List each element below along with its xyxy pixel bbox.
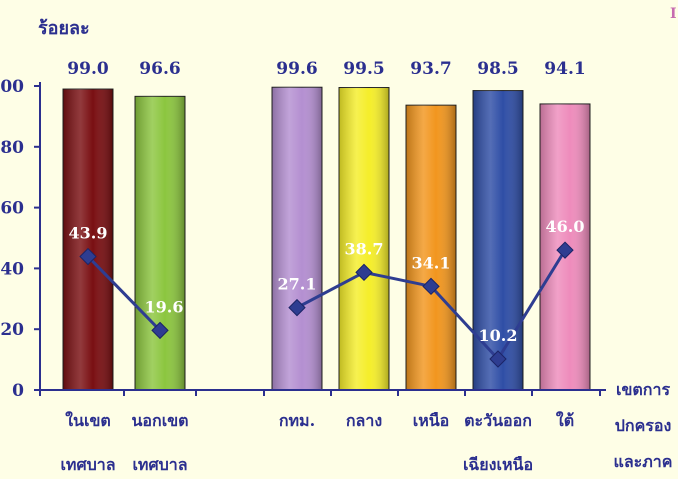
series-line <box>86 255 162 332</box>
line-point <box>489 350 507 368</box>
x-category-label: กทม. <box>279 411 315 430</box>
y-tick-label: 80 <box>0 138 24 158</box>
x-category-label: ใต้ <box>556 411 574 430</box>
y-tick-label: 40 <box>0 259 24 279</box>
line-point <box>556 241 574 259</box>
line-value-label: 38.7 <box>345 239 384 258</box>
line-value-label: 27.1 <box>278 275 317 294</box>
x-category-label: นอกเขต <box>131 411 188 430</box>
bar-value-label: 99.5 <box>343 59 384 79</box>
bar-value-label: 93.7 <box>410 59 451 79</box>
bar-value-label: 94.1 <box>544 59 585 79</box>
y-tick-label: 100 <box>0 77 24 97</box>
x-axis-title: เขตการ <box>616 380 670 399</box>
y-tick-label: 60 <box>0 199 24 219</box>
line-value-label: 46.0 <box>546 217 585 236</box>
line-series <box>79 241 574 368</box>
x-axis-title: และภาค <box>614 452 673 471</box>
y-tick-label: 20 <box>0 320 24 340</box>
corner-mark: I <box>670 6 677 22</box>
axes: 0 20 40 60 80 100 <box>0 77 606 401</box>
line-value-label: 19.6 <box>145 297 184 316</box>
bar-shading <box>63 89 113 390</box>
x-category-label: เฉียงเหนือ <box>463 455 533 474</box>
y-axis-title: ร้อยละ <box>38 18 90 39</box>
x-category-label: ในเขต <box>65 411 111 430</box>
line-point <box>422 277 440 296</box>
bar-value-label: 98.5 <box>477 59 518 79</box>
line-point <box>79 247 97 266</box>
x-category-label: ตะวันออก <box>464 411 532 430</box>
bar-shading <box>135 96 185 390</box>
x-axis-title: ปกครอง <box>615 416 672 435</box>
x-category-label: เทศบาล <box>132 455 187 474</box>
bar-shading <box>473 90 523 390</box>
line-value-label: 43.9 <box>69 224 108 243</box>
bars <box>62 86 591 391</box>
x-category-label: เทศบาล <box>60 455 115 474</box>
bar-value-label: 99.6 <box>276 59 317 79</box>
line-point <box>151 321 169 340</box>
bar-shading <box>272 87 322 390</box>
line-point <box>355 263 373 282</box>
x-category-label: เหนือ <box>413 411 450 430</box>
line-value-label: 10.2 <box>479 326 518 345</box>
y-tick-label: 0 <box>12 381 24 401</box>
x-category-label: กลาง <box>346 411 382 430</box>
line-value-label: 34.1 <box>412 253 451 272</box>
bar-value-label: 99.0 <box>67 59 109 79</box>
line-point <box>288 298 306 317</box>
bar-value-label: 96.6 <box>139 59 180 79</box>
bar-shading <box>339 87 389 391</box>
bar-shading <box>406 105 456 390</box>
